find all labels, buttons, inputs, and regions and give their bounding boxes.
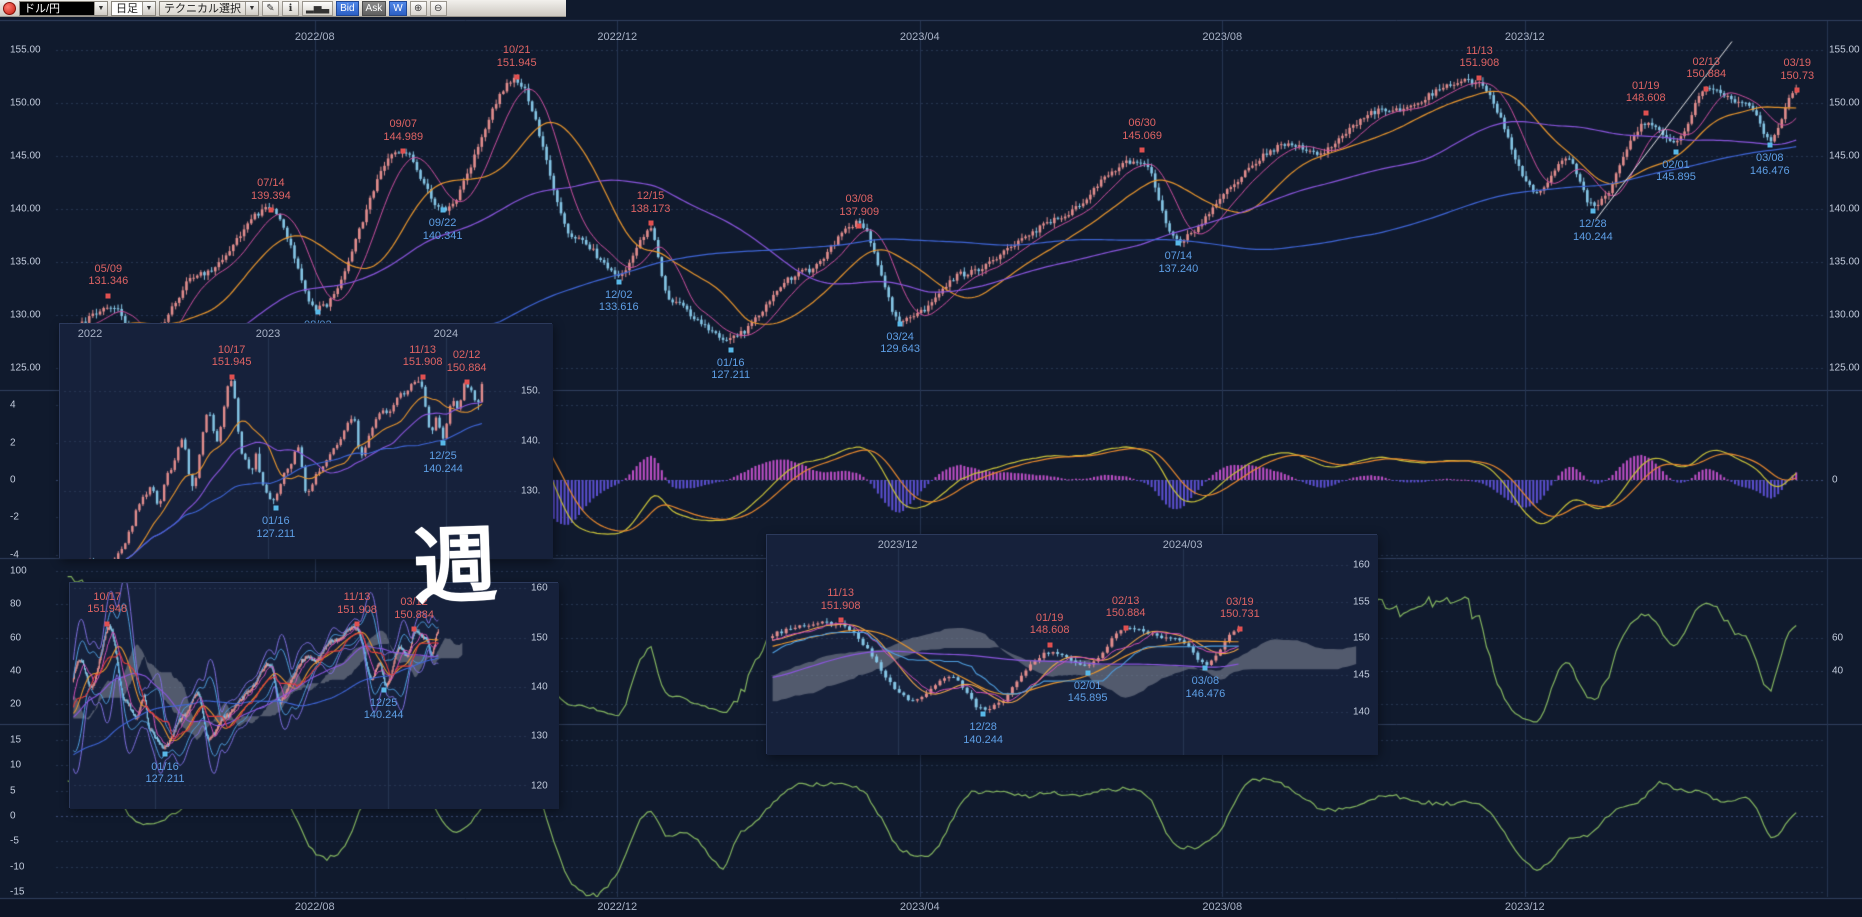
handwritten-annotation: 週 — [411, 517, 499, 615]
ichimoku-chart-window[interactable]: 160 150 140 130 120 10/17 151.948 11/13 151.908 0… — [69, 582, 559, 809]
chevron-down-icon[interactable]: ▼ — [142, 1, 155, 15]
chart-style-button[interactable]: ▂▅▃ — [302, 0, 334, 16]
ask-button[interactable]: Ask — [361, 0, 387, 16]
app-logo-icon — [3, 1, 16, 15]
zoom-in-button[interactable]: ⊕ — [409, 0, 427, 16]
zoomed-daily-chart-window[interactable]: 2023/12 2024/03 160 155 150 145 140 11/13 151.90… — [766, 534, 1378, 755]
zoom-out-icon: ⊖ — [433, 2, 443, 14]
zoomed-daily-chart-canvas[interactable] — [767, 535, 1378, 755]
chevron-down-icon[interactable]: ▼ — [245, 1, 258, 15]
timeframe-value: 日足 — [116, 3, 138, 15]
pencil-icon: ✎ — [266, 2, 275, 14]
technical-select-label: テクニカル選択 — [160, 1, 245, 15]
bid-button[interactable]: Bid — [336, 0, 359, 16]
info-button[interactable]: ℹ — [282, 0, 299, 16]
candlestick-icon: ▂▅▃ — [306, 2, 330, 14]
zoom-out-button[interactable]: ⊖ — [429, 0, 447, 16]
chevron-down-icon[interactable]: ▼ — [94, 1, 107, 15]
zigzag-icon: W — [393, 2, 403, 14]
toolbar: ドル/円 ▼ 日足 ▼ テクニカル選択 ▼ ✎ ℹ ▂▅▃ Bid Ask W … — [0, 0, 566, 17]
draw-tool-button[interactable]: ✎ — [262, 0, 279, 16]
ichimoku-chart-canvas[interactable] — [70, 583, 559, 809]
info-icon: ℹ — [288, 2, 293, 14]
wave-tool-button[interactable]: W — [389, 0, 407, 16]
currency-pair-value: ドル/円 — [20, 1, 94, 15]
weekly-chart-window[interactable]: 2022 2023 2024 150. 140. 130. 10/17 151.945 11/1… — [59, 323, 553, 559]
zoom-in-icon: ⊕ — [413, 2, 423, 14]
technical-select[interactable]: テクニカル選択 ▼ — [159, 0, 259, 16]
currency-pair-select[interactable]: ドル/円 ▼ — [19, 0, 108, 16]
timeframe-select[interactable]: 日足 ▼ — [111, 0, 156, 16]
weekly-chart-canvas[interactable] — [60, 324, 553, 559]
